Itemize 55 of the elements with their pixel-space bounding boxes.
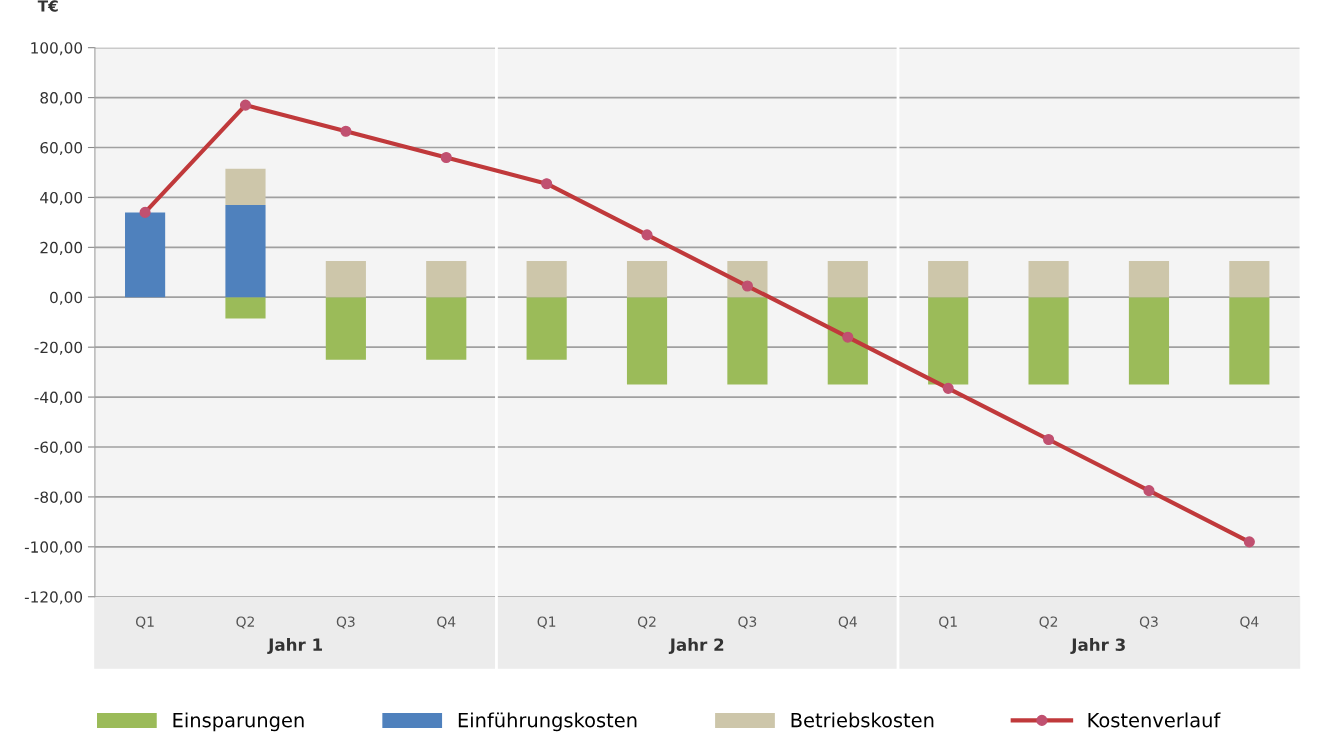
x-tick-label: Q4 [437,616,456,629]
bar [526,261,567,298]
bar [325,261,366,298]
x-tick-label: Q2 [236,616,254,629]
x-tick-label: Q4 [1240,616,1259,629]
y-tick-label: 100,00 [31,42,83,56]
x-tick-label: Q4 [838,616,857,629]
bar [1229,297,1270,385]
x-tick-label: Q1 [135,616,154,629]
x-tick-label: Q3 [336,616,355,629]
bar [325,297,366,360]
bar [928,261,969,298]
legend-label: Betriebskosten [791,712,934,728]
y-tick-label: 0,00 [50,291,83,305]
text: Jahr 2 [668,638,724,655]
legend-label: Kostenverlauf [1088,712,1221,728]
y-axis-title: T€ [37,0,58,12]
y-tick-label: 80,00 [40,92,83,106]
bar [225,204,266,298]
x-tick-label: Q1 [537,616,556,629]
bar [526,297,567,360]
y-tick-label: -40,00 [34,391,83,405]
text: Jahr 1 [267,638,322,655]
x-tick-label: Q1 [939,616,957,629]
legend-label: Einführungskosten [458,712,637,732]
bar [225,297,266,319]
x-tick-label: Q3 [738,616,757,629]
text: Jahr 3 [1070,638,1125,655]
bar [426,297,467,360]
y-tick-label: -100,00 [24,541,83,555]
bar [626,297,668,385]
bar [1229,261,1270,298]
y-tick-label: -120,00 [24,591,83,605]
y-tick-label: 60,00 [40,141,83,156]
bar [225,168,266,205]
bar [928,297,969,385]
bar [626,261,668,298]
bar [827,261,868,298]
bar [1028,261,1069,298]
bar [125,212,166,298]
bar [426,261,467,298]
y-tick-label: 20,00 [40,241,83,255]
legend-label: Einsparungen [173,712,304,732]
y-tick-label: -60,00 [34,441,83,455]
bar [1028,297,1069,385]
bar [1128,297,1170,385]
x-tick-label: Q2 [1039,616,1058,629]
y-tick-label: 40,00 [40,191,83,206]
y-tick-label: -80,00 [34,491,83,505]
bar [727,297,768,385]
bar [1128,261,1170,298]
bar [827,297,868,385]
x-tick-label: Q2 [637,616,656,629]
x-tick-label: Q3 [1139,616,1158,629]
y-tick-label: -20,00 [34,341,83,355]
